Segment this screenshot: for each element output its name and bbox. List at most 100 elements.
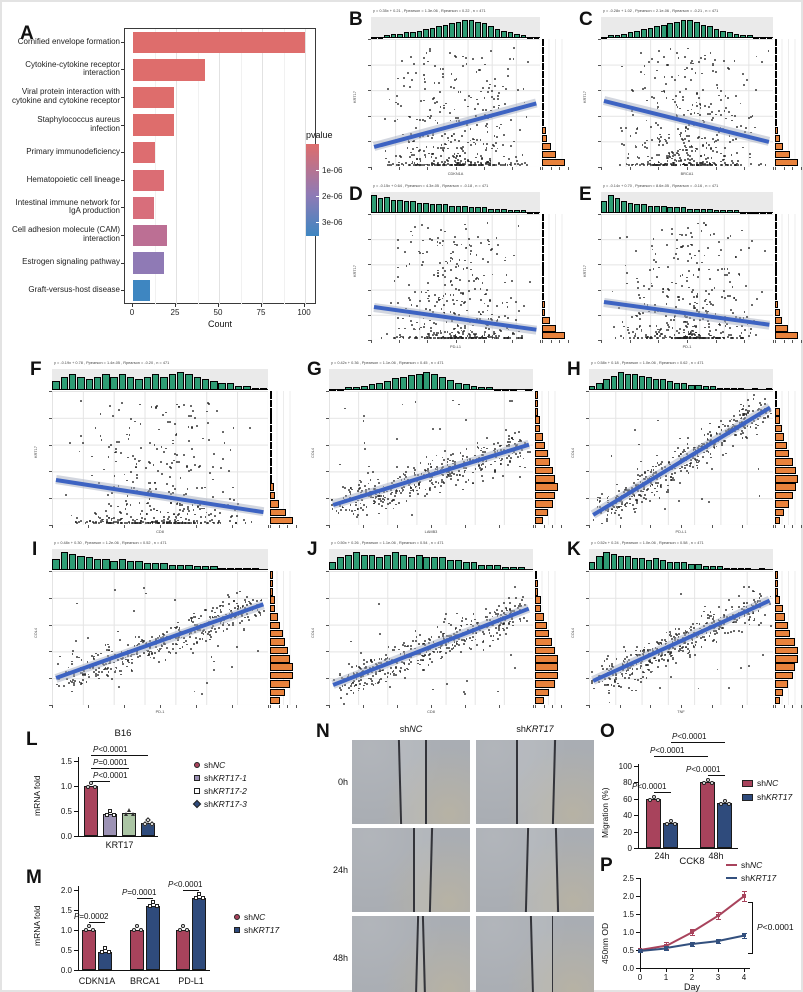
data-point <box>735 95 737 97</box>
data-point <box>125 522 128 524</box>
hist-bar-top <box>102 374 110 390</box>
data-point <box>625 126 628 129</box>
data-point <box>219 511 221 514</box>
data-point <box>450 73 453 76</box>
hist-bar-right <box>270 596 276 604</box>
data-point <box>214 515 216 518</box>
data-point <box>449 268 452 271</box>
data-point <box>380 337 383 340</box>
data-point <box>433 162 436 165</box>
data-point <box>360 678 362 681</box>
y-axis-label: KRT17 <box>34 446 38 458</box>
hist-bar-right <box>535 475 556 483</box>
x-tick <box>232 525 233 528</box>
data-point <box>645 99 648 102</box>
data-point <box>94 522 97 525</box>
data-point <box>678 327 681 330</box>
data-point <box>208 514 210 516</box>
data-point <box>455 243 458 246</box>
data-point <box>489 83 492 86</box>
data-point <box>440 143 443 146</box>
hist-bar-right <box>535 491 556 500</box>
data-point <box>458 336 461 339</box>
data-point <box>453 328 455 330</box>
y-axis-label: KRT17 <box>583 91 587 103</box>
data-point <box>423 73 426 76</box>
data-point <box>502 628 505 631</box>
data-point <box>486 309 489 312</box>
hist-bar-right <box>535 688 550 697</box>
data-point <box>703 337 706 340</box>
data-point <box>503 164 506 167</box>
data-point <box>672 257 675 259</box>
data-point <box>700 497 703 500</box>
hist-bar-top <box>674 562 681 570</box>
y-tick <box>326 525 329 526</box>
data-point <box>140 509 143 512</box>
data-point <box>674 662 677 665</box>
data-point <box>203 486 206 489</box>
data-point <box>169 466 172 468</box>
data-point <box>691 68 693 71</box>
data-point <box>686 109 689 112</box>
data-point <box>724 425 726 428</box>
data-point <box>481 163 484 166</box>
data-point <box>490 147 493 150</box>
data-point <box>670 635 673 637</box>
data-point <box>142 521 144 524</box>
hist-bar-top <box>226 568 235 571</box>
data-point <box>619 335 622 338</box>
data-point <box>748 619 750 622</box>
data-point <box>696 222 699 225</box>
data-point <box>725 452 728 455</box>
data-point <box>213 522 215 525</box>
hist-bar-top <box>442 24 449 38</box>
data-point <box>733 629 736 632</box>
data-point <box>462 488 464 491</box>
data-point <box>443 107 445 109</box>
data-point <box>483 337 485 340</box>
data-point <box>653 163 656 166</box>
hist-bar-right <box>270 458 272 466</box>
data-point <box>489 249 492 252</box>
data-point <box>355 664 358 667</box>
data-point <box>685 164 688 167</box>
data-point <box>651 336 653 339</box>
data-point <box>696 292 699 295</box>
data-point <box>728 68 731 70</box>
data-point <box>174 519 176 521</box>
data-point <box>498 633 501 636</box>
data-point <box>457 161 459 164</box>
data-point <box>114 589 117 591</box>
data-point <box>717 254 720 257</box>
data-point <box>449 294 452 297</box>
data-point <box>728 686 730 689</box>
data-point <box>671 281 674 284</box>
data-point <box>120 669 123 672</box>
data-point <box>708 326 711 328</box>
rhist-tick <box>775 525 776 528</box>
data-point <box>447 160 449 162</box>
data-point <box>430 156 433 158</box>
data-point <box>486 130 489 133</box>
hist-bar-top <box>455 205 462 213</box>
hist-bar-right <box>542 222 544 230</box>
data-point <box>418 483 421 485</box>
y-tick <box>49 651 52 653</box>
data-point <box>456 262 458 265</box>
data-point <box>136 522 139 524</box>
data-point <box>196 506 199 508</box>
data-point <box>697 337 700 339</box>
data-point <box>758 164 761 167</box>
data-point <box>681 233 683 236</box>
bar <box>133 31 305 54</box>
data-point <box>450 279 452 282</box>
data-point <box>755 427 758 430</box>
data-point <box>714 632 716 635</box>
data-point <box>723 158 726 161</box>
rhist-tick <box>296 525 297 528</box>
data-point <box>444 133 446 136</box>
data-point <box>637 443 640 446</box>
data-point <box>422 99 425 102</box>
data-point <box>667 288 669 291</box>
